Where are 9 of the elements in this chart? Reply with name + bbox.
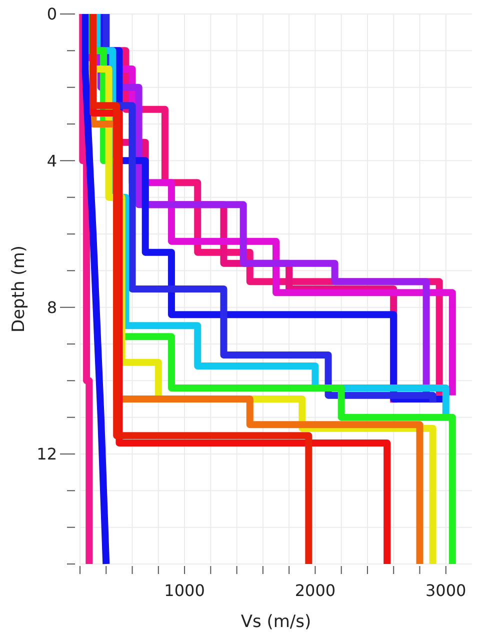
x-tick-label: 1000 <box>164 581 205 600</box>
y-tick-label: 4 <box>46 151 57 170</box>
x-axis-title: Vs (m/s) <box>240 612 312 632</box>
x-tick-label: 2000 <box>294 581 336 600</box>
y-tick-label: 0 <box>46 4 57 24</box>
y-tick-label: 12 <box>36 444 57 464</box>
y-axis-title: Depth (m) <box>9 245 29 333</box>
y-tick-label: 8 <box>46 298 57 317</box>
x-tick-label: 3000 <box>426 581 466 600</box>
